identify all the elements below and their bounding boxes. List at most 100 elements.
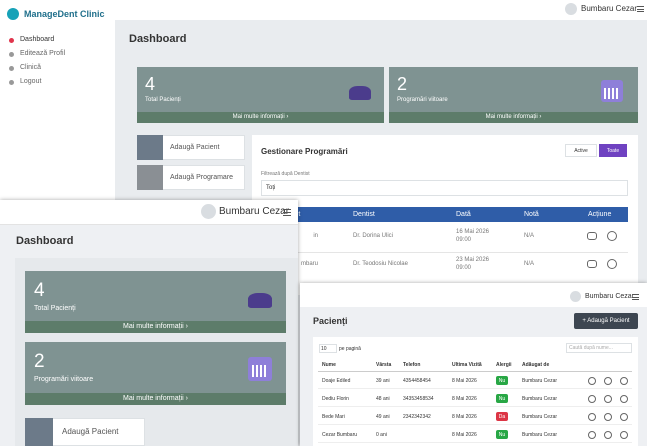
badge-text: Nu: [498, 378, 506, 384]
badge-text: Da: [498, 414, 506, 420]
panel-title: Gestionare Programări: [261, 147, 348, 156]
cell: 8 Mai 2026: [452, 396, 477, 402]
menu-dot: [9, 52, 14, 57]
card-link[interactable]: Mai multe informații ›: [123, 323, 188, 330]
action-icon[interactable]: [620, 431, 628, 439]
cell: Dr. Teodosiu Nicolae: [353, 261, 408, 267]
menu-item[interactable]: Logout: [20, 78, 42, 85]
menu-dot: [9, 80, 14, 85]
user-name[interactable]: Bumbaru Cezar: [585, 293, 635, 300]
stat-value: 4: [34, 280, 45, 301]
button-label[interactable]: Adaugă Programare: [170, 174, 234, 181]
row-divider: [252, 252, 628, 253]
menu-dot: [9, 38, 14, 43]
card-footer[interactable]: [25, 321, 286, 333]
stat-value: 4: [145, 74, 156, 94]
badge-text: Nu: [498, 396, 506, 402]
select[interactable]: [261, 180, 628, 196]
action-icon[interactable]: [620, 395, 628, 403]
add-button[interactable]: [574, 313, 638, 329]
cell: 16 Mai 2026: [456, 229, 490, 235]
cell: 09:00: [456, 237, 472, 243]
menu-item[interactable]: Clinică: [20, 64, 42, 71]
cell: Cezar Bumbaru: [322, 432, 358, 438]
icon: [137, 165, 163, 190]
user-name[interactable]: Bumbaru Cezar: [219, 206, 290, 217]
action-icon[interactable]: [588, 431, 596, 439]
action-icon[interactable]: [604, 395, 612, 403]
cell: 8 Mai 2026: [452, 378, 477, 384]
select-label: Filtrează după Dentist: [261, 171, 310, 177]
user-name[interactable]: Bumbaru Cezar: [581, 4, 638, 13]
button-label[interactable]: Adaugă Pacient: [62, 427, 119, 436]
action-icon[interactable]: [607, 231, 617, 241]
filter-label[interactable]: Active: [574, 148, 588, 154]
action-icon[interactable]: [604, 377, 612, 385]
avatar: [565, 3, 577, 15]
cell: 23 Mai 2026: [456, 257, 490, 263]
action-icon[interactable]: [587, 260, 597, 268]
menu-item[interactable]: Editează Profil: [20, 50, 66, 57]
card-footer[interactable]: [137, 112, 384, 123]
cell: 49 ani: [376, 414, 390, 420]
column-header: Alergii: [496, 362, 512, 368]
card-link[interactable]: Mai multe informații ›: [123, 395, 188, 402]
column-header: Ultima Vizită: [452, 362, 482, 368]
per-page-label: pe pagină: [339, 346, 361, 352]
action-icon[interactable]: [588, 413, 596, 421]
cell: 8 Mai 2026: [452, 432, 477, 438]
select-value[interactable]: Toți: [266, 185, 276, 191]
card-link[interactable]: Mai multe informații ›: [485, 114, 542, 120]
cell: Bumbaru Cezar: [522, 414, 558, 420]
icon: [25, 418, 53, 446]
per-page-value[interactable]: 10: [321, 346, 327, 352]
menu-toggle[interactable]: [637, 6, 644, 12]
cell: 09:00: [456, 265, 472, 271]
logo: [7, 8, 19, 20]
menu-toggle[interactable]: [283, 209, 291, 216]
card-footer[interactable]: [25, 393, 286, 405]
column-header: Acțiune: [588, 211, 612, 218]
row-divider: [318, 442, 632, 443]
menu-item[interactable]: Dashboard: [20, 36, 55, 43]
cell: in: [313, 233, 318, 239]
menu-toggle[interactable]: [632, 294, 639, 300]
button-label[interactable]: + Adaugă Pacient: [582, 318, 630, 324]
card-footer[interactable]: [389, 112, 638, 123]
filter-button[interactable]: [599, 144, 627, 157]
action-icon[interactable]: [588, 377, 596, 385]
allergy-badge: [496, 412, 508, 421]
stat-label: Total Pacienți: [145, 97, 181, 103]
action-icon[interactable]: [604, 413, 612, 421]
column-header: Adăugat de: [522, 362, 550, 368]
per-page-select[interactable]: [319, 344, 337, 353]
allergy-badge: [496, 376, 508, 385]
action-icon[interactable]: [607, 259, 617, 269]
icon: [248, 357, 272, 381]
action-icon[interactable]: [620, 413, 628, 421]
cell: 34353458534: [403, 396, 434, 402]
button-label[interactable]: Adaugă Pacient: [170, 144, 220, 151]
cell: Bede Mari: [322, 414, 345, 420]
topbar: [0, 200, 298, 225]
action-icon[interactable]: [604, 431, 612, 439]
brand[interactable]: ManageDent Clinic: [24, 9, 105, 19]
action-icon[interactable]: [587, 232, 597, 240]
card-link[interactable]: Mai multe informații ›: [232, 114, 289, 120]
menu-dot: [9, 66, 14, 71]
action-icon[interactable]: [588, 395, 596, 403]
filter-button[interactable]: [565, 144, 597, 157]
icon: [248, 293, 272, 308]
badge-text: Nu: [498, 432, 506, 438]
action-icon[interactable]: [620, 377, 628, 385]
stat-label: Programări viitoare: [34, 376, 94, 383]
cell: N/A: [524, 261, 535, 267]
stat-label: Programări viitoare: [397, 97, 448, 103]
cell: 0 ani: [376, 432, 387, 438]
search-input[interactable]: [566, 343, 632, 353]
row-divider: [318, 388, 632, 389]
search-placeholder[interactable]: Caută după nume...: [569, 345, 613, 351]
filter-label[interactable]: Toate: [606, 148, 620, 154]
stat-label: Total Pacienți: [34, 305, 76, 312]
